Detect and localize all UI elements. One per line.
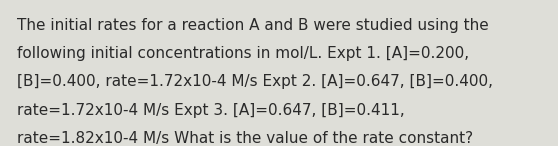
Text: rate=1.82x10-4 M/s What is the value of the rate constant?: rate=1.82x10-4 M/s What is the value of … (17, 131, 473, 146)
Text: following initial concentrations in mol/L. Expt 1. [A]=0.200,: following initial concentrations in mol/… (17, 46, 469, 61)
Text: rate=1.72x10-4 M/s Expt 3. [A]=0.647, [B]=0.411,: rate=1.72x10-4 M/s Expt 3. [A]=0.647, [B… (17, 103, 405, 118)
Text: [B]=0.400, rate=1.72x10-4 M/s Expt 2. [A]=0.647, [B]=0.400,: [B]=0.400, rate=1.72x10-4 M/s Expt 2. [A… (17, 74, 493, 89)
Text: The initial rates for a reaction A and B were studied using the: The initial rates for a reaction A and B… (17, 18, 488, 33)
